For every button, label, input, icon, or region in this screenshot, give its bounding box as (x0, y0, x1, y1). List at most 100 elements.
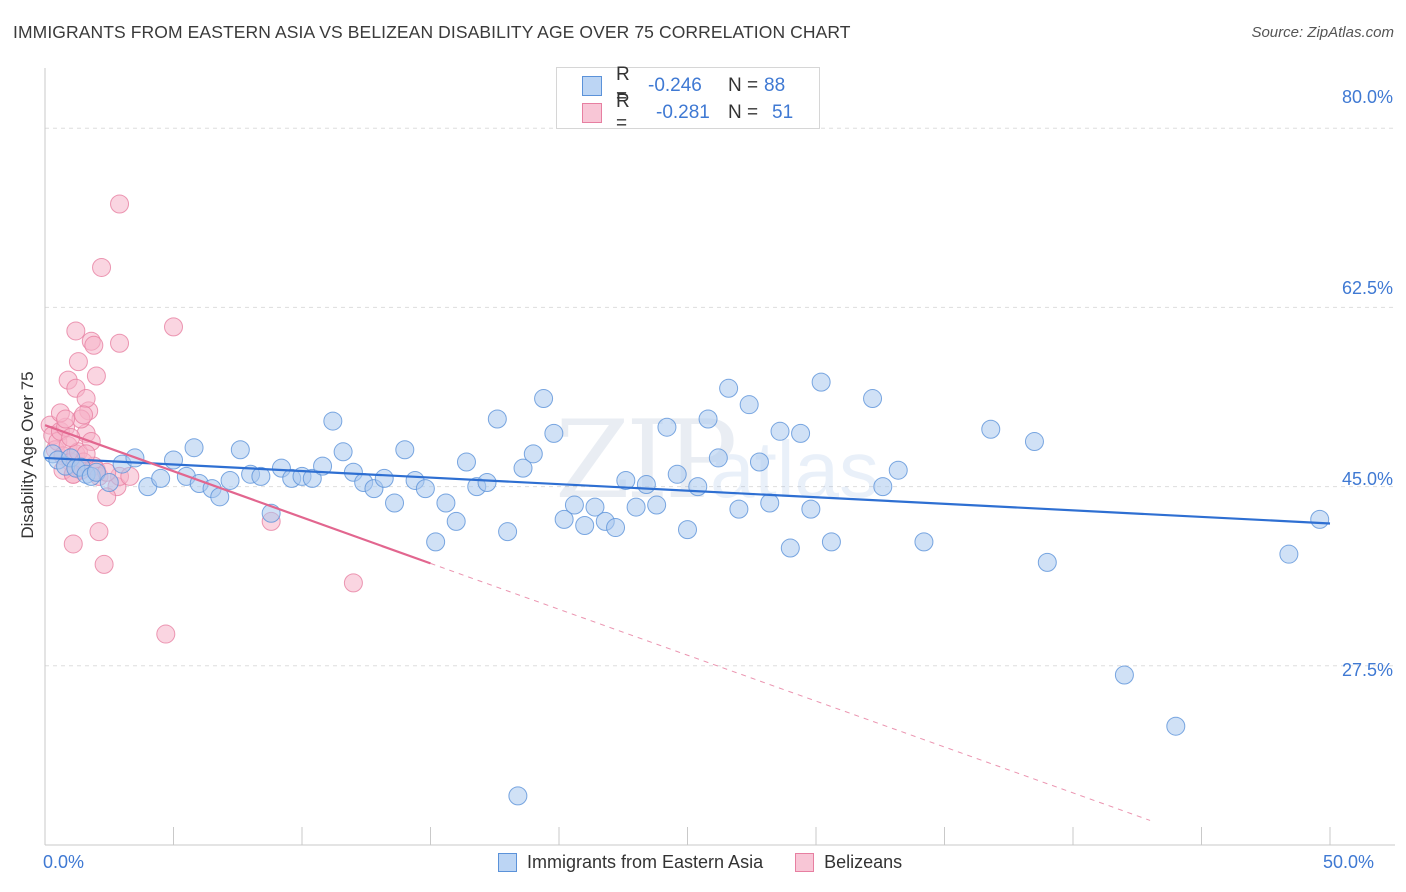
data-point (647, 495, 667, 515)
trend-line-belizeans (44, 424, 431, 565)
grid-lines (45, 127, 1395, 667)
data-point (1114, 665, 1134, 685)
data-point (343, 573, 363, 593)
data-point (873, 477, 893, 497)
legend-n-value: 51 (772, 102, 794, 123)
data-point (1037, 552, 1057, 572)
data-point (749, 452, 769, 472)
data-point (1279, 544, 1299, 564)
data-point (156, 624, 176, 644)
data-point (56, 409, 76, 429)
data-point (86, 462, 106, 482)
data-point (164, 317, 183, 337)
data-point (446, 511, 466, 531)
data-point (657, 417, 677, 437)
data-point (333, 442, 353, 462)
data-point (374, 468, 394, 488)
x-tick-label-max: 50.0% (1323, 852, 1375, 872)
y-tick-label: 80.0% (1341, 87, 1393, 107)
data-point (436, 493, 456, 513)
legend-row-belizeans: R = -0.281 N = 51 (582, 91, 794, 134)
data-point (719, 378, 739, 398)
belizeans-points (40, 194, 363, 644)
data-point (554, 509, 574, 529)
data-point (698, 409, 718, 429)
legend-r-value: -0.246 (648, 75, 702, 96)
legend-r-label: R = (616, 91, 630, 134)
series-legend-eastern-asia: Immigrants from Eastern Asia (498, 852, 763, 873)
data-point (523, 444, 543, 464)
data-point (564, 495, 584, 515)
data-point (230, 440, 250, 460)
data-point (770, 421, 790, 441)
data-point (801, 499, 821, 519)
data-point (302, 468, 322, 488)
data-point (63, 534, 83, 554)
data-point (981, 419, 1001, 439)
data-point (86, 366, 106, 386)
data-point (477, 473, 497, 493)
y-tick-label: 62.5% (1341, 278, 1393, 298)
legend-r-value: -0.281 (656, 102, 710, 123)
data-point (780, 538, 800, 558)
series-swatch-blue (498, 853, 517, 872)
data-point (110, 194, 130, 214)
data-point (729, 499, 749, 519)
trend-line-eastern-asia (44, 456, 1331, 525)
series-legend-label: Immigrants from Eastern Asia (527, 852, 764, 872)
data-point (821, 532, 841, 552)
data-point (708, 448, 728, 468)
data-point (606, 518, 626, 538)
legend-row-eastern-asia: R = -0.246 N = 88 (582, 64, 785, 107)
trend-lines (44, 424, 1331, 821)
data-point (426, 532, 446, 552)
data-point (667, 464, 687, 484)
data-point (76, 389, 96, 409)
y-tick-label: 45.0% (1341, 469, 1393, 489)
data-point (94, 554, 114, 574)
trend-line-belizeans-extension (430, 562, 1151, 821)
legend-swatch-pink (582, 103, 602, 123)
data-point (110, 333, 130, 353)
data-point (487, 409, 507, 429)
data-point (888, 460, 908, 480)
legend-n-label: N = (728, 102, 759, 123)
eastern-asia-points (43, 372, 1330, 806)
data-point (626, 497, 646, 517)
data-point (89, 522, 109, 542)
data-point (251, 466, 271, 486)
data-point (184, 438, 204, 458)
legend-swatch-blue (582, 76, 602, 96)
data-point (636, 475, 656, 495)
data-point (811, 372, 831, 392)
data-point (1310, 509, 1330, 529)
data-point (498, 522, 518, 542)
data-point (220, 470, 240, 490)
y-tick-label: 27.5% (1341, 660, 1393, 680)
data-point (415, 479, 435, 499)
stats-legend: R = -0.246 N = 88 R = -0.281 N = 51 (556, 64, 820, 134)
data-point (678, 520, 697, 540)
data-point (513, 458, 533, 478)
data-point (1024, 432, 1044, 452)
series-swatch-pink (795, 853, 815, 872)
legend-r-label: R = (616, 64, 630, 107)
data-point (99, 473, 119, 493)
data-point (68, 352, 88, 372)
data-point (456, 452, 476, 472)
x-tick-label-min: 0.0% (43, 852, 85, 872)
y-axis-label: Disability Age Over 75 (18, 371, 37, 539)
series-legend-label: Belizeans (824, 852, 903, 872)
data-point (66, 321, 86, 341)
data-point (151, 468, 171, 488)
chart-title: IMMIGRANTS FROM EASTERN ASIA VS BELIZEAN… (13, 22, 851, 42)
legend-n-label: N = (728, 75, 759, 96)
data-point (164, 450, 183, 470)
data-point (74, 405, 94, 425)
data-point (84, 335, 104, 355)
data-point (688, 477, 708, 497)
data-point (914, 532, 934, 552)
data-point (544, 423, 564, 443)
data-point (616, 470, 636, 490)
